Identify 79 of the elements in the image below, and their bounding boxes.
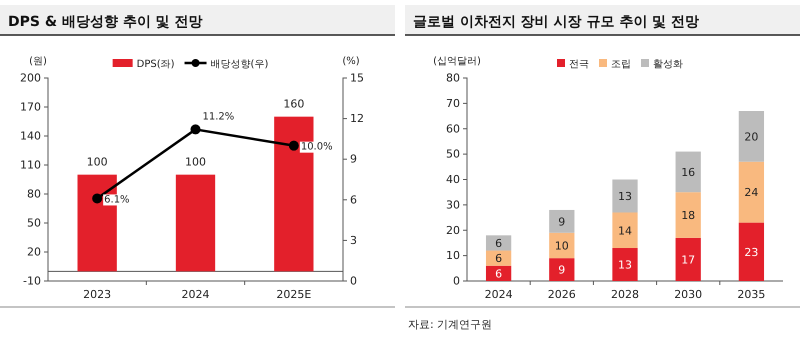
data-label: 9 — [558, 264, 566, 277]
legend-label: 활성화 — [653, 59, 683, 70]
chart-title: DPS & 배당성향 추이 및 전망 — [8, 14, 203, 30]
data-label: 160 — [283, 98, 304, 111]
y-tick-label: 70 — [446, 96, 460, 110]
data-label: 23 — [744, 246, 758, 259]
data-label: 13 — [618, 190, 632, 203]
y-tick-label: 200 — [20, 72, 41, 85]
text: 자료: 기계연구원 — [408, 318, 492, 331]
legend-label: 조립 — [611, 59, 631, 70]
y-tick-label: 10 — [446, 249, 460, 262]
y-tick-label: 110 — [20, 158, 41, 172]
y-tick-label: -10 — [23, 274, 41, 288]
data-label: 10.0% — [300, 142, 333, 153]
bar — [612, 212, 638, 248]
data-label: 10 — [554, 239, 569, 252]
data-label: 17 — [681, 253, 696, 266]
data-label: 9 — [558, 215, 566, 228]
point — [92, 193, 102, 204]
bar — [612, 180, 638, 212]
point — [288, 140, 299, 151]
bar — [549, 258, 574, 281]
y-tick-label: 0 — [453, 274, 460, 288]
y-tick-label: 30 — [446, 198, 460, 212]
x-tick-label: 2024 — [182, 288, 210, 301]
y-tick-label: 80 — [27, 188, 41, 201]
y-tick-label: 80 — [446, 72, 460, 85]
chart-title: 글로벌 이차전지 장비 시장 규모 추이 및 전망 — [413, 14, 700, 30]
x-tick-label: 2030 — [674, 288, 702, 301]
data-label: 6 — [495, 267, 502, 280]
data-label: 13 — [618, 258, 632, 272]
x-tick-label: 2035 — [737, 288, 766, 301]
data-label: 18 — [681, 209, 696, 222]
y-tick-label: 60 — [446, 122, 460, 136]
y2-tick-label: 6 — [350, 193, 357, 206]
data-label: 6 — [495, 252, 502, 266]
y2-tick-label: 15 — [350, 72, 364, 85]
bar — [738, 222, 764, 281]
y-axis-title: (십억달러) — [433, 56, 481, 67]
y2-axis-title: (%) — [342, 56, 360, 67]
bar — [676, 192, 701, 238]
data-label: 100 — [86, 156, 108, 169]
bar — [549, 232, 574, 258]
bar — [676, 238, 701, 281]
bar — [612, 248, 638, 281]
y-tick-label: 40 — [446, 173, 460, 186]
data-label: 14 — [618, 224, 632, 238]
bar — [738, 110, 764, 162]
data-label: 6 — [495, 236, 502, 250]
y-tick-label: 20 — [446, 224, 460, 237]
data-label: 20 — [744, 130, 758, 144]
x-tick-label: 2028 — [611, 288, 639, 301]
point — [190, 124, 200, 134]
legend-label: 전극 — [569, 59, 589, 70]
y2-tick-label: 12 — [350, 112, 364, 126]
y-tick-label: 140 — [20, 130, 41, 143]
y2-tick-label: 9 — [350, 152, 357, 166]
y-tick-label: 20 — [27, 246, 41, 259]
legend-label: DPS(좌) — [136, 59, 175, 70]
y-tick-label: 50 — [27, 216, 41, 230]
y-tick-label: 50 — [446, 148, 460, 161]
x-tick-label: 2026 — [548, 288, 576, 301]
y-tick-label: 170 — [20, 100, 41, 114]
x-tick-label: 2024 — [484, 288, 513, 301]
data-label: 16 — [681, 166, 696, 179]
data-label: 11.2% — [202, 111, 234, 122]
legend-label: 배당성향(우) — [210, 59, 268, 70]
y2-tick-label: 3 — [350, 234, 357, 247]
bar — [549, 210, 574, 233]
bar — [738, 162, 764, 223]
data-label: 6.1% — [104, 194, 130, 206]
data-label: 24 — [744, 186, 758, 200]
bar — [486, 250, 512, 266]
x-tick-label: 2025E — [276, 288, 312, 301]
y2-tick-label: 0 — [350, 274, 357, 288]
x-tick-label: 2023 — [83, 288, 112, 301]
data-label: 100 — [185, 156, 206, 169]
bar — [676, 152, 701, 192]
y-axis-title: (원) — [29, 56, 47, 67]
